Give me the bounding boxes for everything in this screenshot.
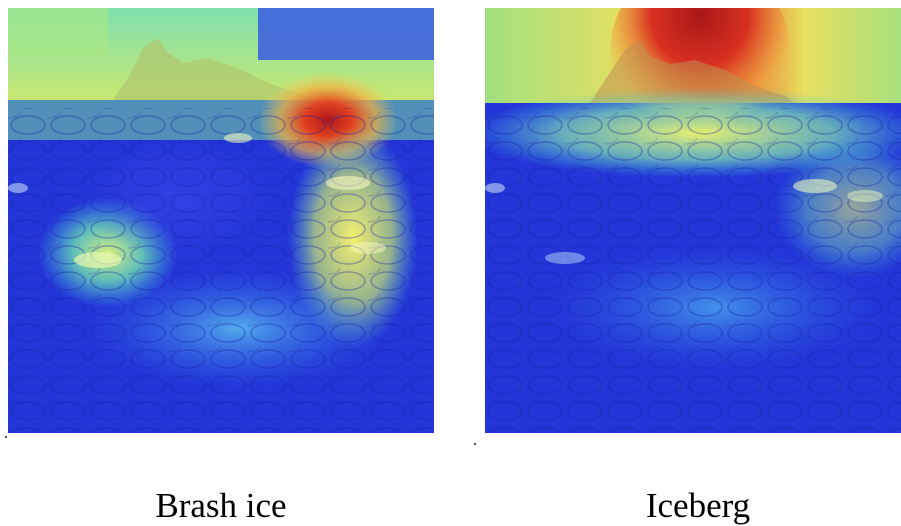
heatmap-panel-iceberg <box>485 8 901 433</box>
corner-mark <box>474 443 476 445</box>
heatmap-panel-brash-ice <box>8 8 434 433</box>
caption-iceberg: Iceberg <box>645 486 751 525</box>
iceberg-heatmap-image <box>485 8 901 433</box>
brash-ice-heatmap-image <box>8 8 434 433</box>
caption-brash-ice: Brash ice <box>155 486 287 525</box>
corner-mark <box>5 436 7 438</box>
